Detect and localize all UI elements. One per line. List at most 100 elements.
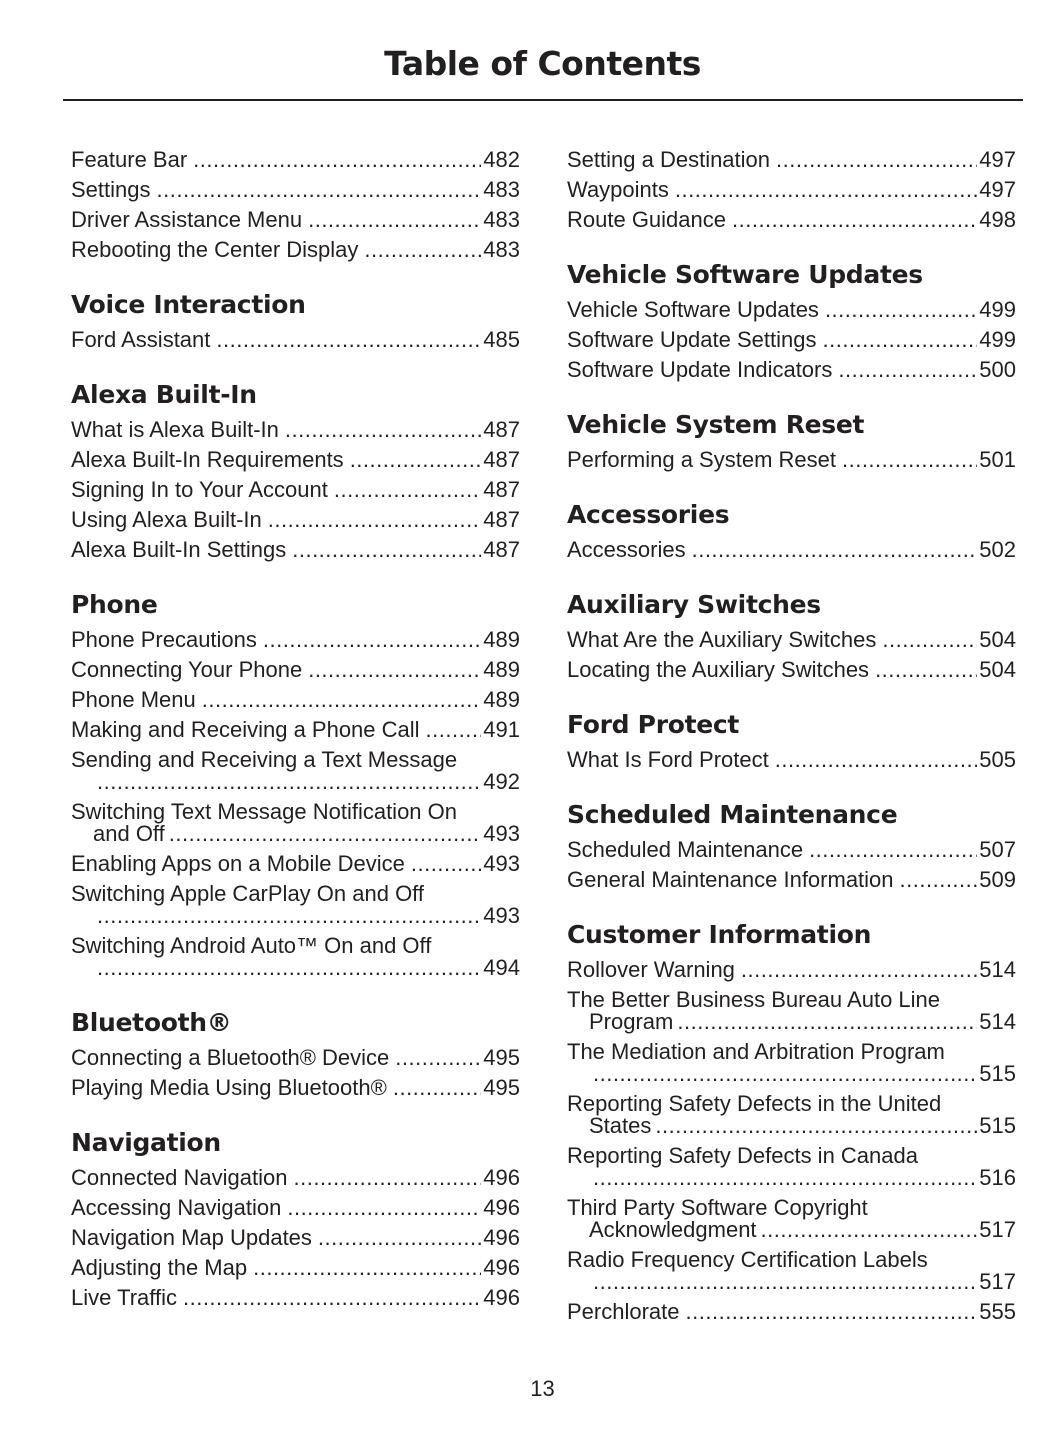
toc-entry[interactable]: Connecting Your Phone 489 bbox=[71, 655, 520, 685]
toc-entry-continuation-line: 515 bbox=[567, 1059, 1016, 1089]
toc-entry[interactable]: Waypoints 497 bbox=[567, 175, 1016, 205]
toc-entry[interactable]: Rebooting the Center Display 483 bbox=[71, 235, 520, 265]
dot-leader bbox=[411, 849, 481, 879]
toc-column-right: Setting a Destination 497 Waypoints 497 Rout… bbox=[567, 145, 1016, 1327]
dot-leader bbox=[157, 175, 482, 205]
toc-entry[interactable]: Playing Media Using Bluetooth® 495 bbox=[71, 1073, 520, 1103]
toc-entry[interactable]: General Maintenance Information 509 bbox=[567, 865, 1016, 895]
toc-page-number: 492 bbox=[483, 769, 520, 794]
toc-entry[interactable]: Switching Apple CarPlay On and Off493 bbox=[71, 879, 520, 931]
dot-leader bbox=[692, 535, 978, 565]
toc-entry[interactable]: Phone Menu 489 bbox=[71, 685, 520, 715]
dot-leader bbox=[97, 953, 481, 983]
toc-page-number: 491 bbox=[483, 717, 520, 742]
toc-entry[interactable]: Sending and Receiving a Text Message492 bbox=[71, 745, 520, 797]
toc-entry[interactable]: What Is Ford Protect 505 bbox=[567, 745, 1016, 775]
toc-entry[interactable]: Accessing Navigation 496 bbox=[71, 1193, 520, 1223]
toc-entry[interactable]: Software Update Indicators 500 bbox=[567, 355, 1016, 385]
toc-entry[interactable]: Switching Text Message Notification On an… bbox=[71, 797, 520, 849]
toc-page-number: 504 bbox=[979, 627, 1016, 652]
toc-page-number: 487 bbox=[483, 447, 520, 472]
toc-entry[interactable]: Route Guidance 498 bbox=[567, 205, 1016, 235]
toc-entry[interactable]: Ford Assistant 485 bbox=[71, 325, 520, 355]
dot-leader bbox=[308, 655, 481, 685]
toc-entry[interactable]: Connecting a Bluetooth® Device 495 bbox=[71, 1043, 520, 1073]
toc-page-number: 499 bbox=[979, 327, 1016, 352]
dot-leader bbox=[900, 865, 978, 895]
toc-entry[interactable]: What is Alexa Built-In 487 bbox=[71, 415, 520, 445]
section-heading: Vehicle System Reset bbox=[567, 410, 865, 439]
toc-page-number: 493 bbox=[483, 821, 520, 846]
toc-entry-continuation-line: and Off 493 bbox=[71, 819, 520, 849]
dot-leader bbox=[825, 295, 977, 325]
toc-entry-title: Playing Media Using Bluetooth® bbox=[71, 1075, 387, 1100]
dot-leader bbox=[822, 325, 977, 355]
dot-leader bbox=[426, 715, 482, 745]
dot-leader bbox=[741, 955, 977, 985]
toc-page-number: 515 bbox=[979, 1113, 1016, 1138]
section-heading: Ford Protect bbox=[567, 710, 740, 739]
toc-entry-title: Feature Bar bbox=[71, 147, 188, 172]
toc-entry[interactable]: The Better Business Bureau Auto Line Prog… bbox=[567, 985, 1016, 1037]
toc-entry[interactable]: Vehicle Software Updates 499 bbox=[567, 295, 1016, 325]
dot-leader bbox=[395, 1043, 481, 1073]
section-heading: Bluetooth® bbox=[71, 1008, 232, 1037]
toc-entry[interactable]: Switching Android Auto™ On and Off494 bbox=[71, 931, 520, 983]
dot-leader bbox=[776, 145, 977, 175]
toc-entry[interactable]: Accessories 502 bbox=[567, 535, 1016, 565]
toc-page-number: 483 bbox=[483, 237, 520, 262]
toc-entry[interactable]: Rollover Warning 514 bbox=[567, 955, 1016, 985]
toc-entry-continuation-line: 493 bbox=[71, 901, 520, 931]
toc-entry[interactable]: Making and Receiving a Phone Call 491 bbox=[71, 715, 520, 745]
toc-entry[interactable]: Third Party Software Copyright Acknowledg… bbox=[567, 1193, 1016, 1245]
toc-entry[interactable]: Reporting Safety Defects in Canada516 bbox=[567, 1141, 1016, 1193]
toc-entry[interactable]: Using Alexa Built-In 487 bbox=[71, 505, 520, 535]
toc-page-number: 505 bbox=[979, 747, 1016, 772]
toc-entry[interactable]: Connected Navigation 496 bbox=[71, 1163, 520, 1193]
toc-entry[interactable]: Enabling Apps on a Mobile Device 493 bbox=[71, 849, 520, 879]
toc-entry-title: Connecting Your Phone bbox=[71, 657, 303, 682]
toc-entry[interactable]: Reporting Safety Defects in the United St… bbox=[567, 1089, 1016, 1141]
toc-entry-title: Alexa Built-In Requirements bbox=[71, 447, 344, 472]
toc-entry[interactable]: Locating the Auxiliary Switches 504 bbox=[567, 655, 1016, 685]
toc-entry-continuation-line: 516 bbox=[567, 1163, 1016, 1193]
toc-entry[interactable]: The Mediation and Arbitration Program515 bbox=[567, 1037, 1016, 1089]
toc-page-number: 496 bbox=[483, 1225, 520, 1250]
toc-entry[interactable]: Alexa Built-In Requirements 487 bbox=[71, 445, 520, 475]
toc-entry-title: Connected Navigation bbox=[71, 1165, 288, 1190]
toc-page-number: 493 bbox=[483, 903, 520, 928]
section-heading: Navigation bbox=[71, 1128, 221, 1157]
dot-leader bbox=[202, 685, 482, 715]
dot-leader bbox=[775, 745, 978, 775]
toc-entry[interactable]: Feature Bar 482 bbox=[71, 145, 520, 175]
toc-entry[interactable]: Signing In to Your Account 487 bbox=[71, 475, 520, 505]
toc-entry[interactable]: Performing a System Reset 501 bbox=[567, 445, 1016, 475]
toc-entry[interactable]: Alexa Built-In Settings 487 bbox=[71, 535, 520, 565]
toc-page-number: 489 bbox=[483, 687, 520, 712]
dot-leader bbox=[838, 355, 977, 385]
toc-entry[interactable]: Settings 483 bbox=[71, 175, 520, 205]
toc-entry[interactable]: Setting a Destination 497 bbox=[567, 145, 1016, 175]
toc-page-number: 504 bbox=[979, 657, 1016, 682]
toc-entry-title: Perchlorate bbox=[567, 1299, 680, 1324]
toc-entry[interactable]: Navigation Map Updates 496 bbox=[71, 1223, 520, 1253]
dot-leader bbox=[675, 175, 977, 205]
toc-entry-title: Locating the Auxiliary Switches bbox=[567, 657, 870, 682]
toc-entry[interactable]: Software Update Settings 499 bbox=[567, 325, 1016, 355]
toc-entry[interactable]: Adjusting the Map 496 bbox=[71, 1253, 520, 1283]
toc-entry[interactable]: Live Traffic 496 bbox=[71, 1283, 520, 1313]
dot-leader bbox=[292, 535, 481, 565]
toc-entry[interactable]: Scheduled Maintenance 507 bbox=[567, 835, 1016, 865]
toc-entry-title: Accessing Navigation bbox=[71, 1195, 282, 1220]
toc-page-number: 507 bbox=[979, 837, 1016, 862]
dot-leader bbox=[308, 205, 481, 235]
toc-page-number: 555 bbox=[979, 1299, 1016, 1324]
toc-entry[interactable]: What Are the Auxiliary Switches 504 bbox=[567, 625, 1016, 655]
section-heading: Customer Information bbox=[567, 920, 872, 949]
toc-entry[interactable]: Perchlorate 555 bbox=[567, 1297, 1016, 1327]
toc-entry[interactable]: Driver Assistance Menu 483 bbox=[71, 205, 520, 235]
toc-entry[interactable]: Radio Frequency Certification Labels517 bbox=[567, 1245, 1016, 1297]
toc-page-number: 495 bbox=[483, 1045, 520, 1070]
toc-entry[interactable]: Phone Precautions 489 bbox=[71, 625, 520, 655]
toc-page-number: 483 bbox=[483, 177, 520, 202]
